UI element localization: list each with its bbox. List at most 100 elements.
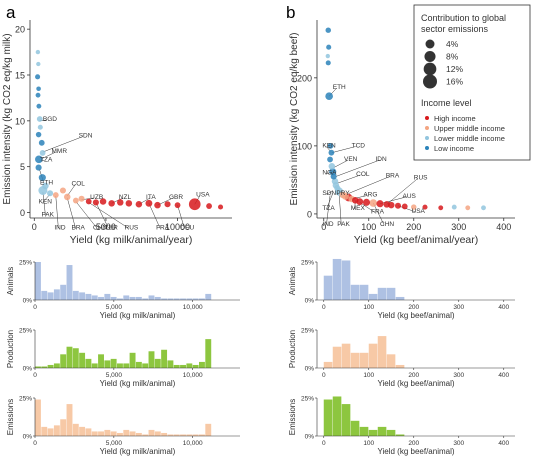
histogram-bar (323, 361, 333, 368)
histogram-bar (205, 423, 212, 436)
leader-line (338, 192, 342, 225)
x-tick-label: 5,000 (106, 440, 123, 447)
y-tick-label: 25% (19, 260, 32, 267)
histogram-bar (359, 284, 369, 300)
histogram-bar (66, 404, 73, 436)
legend-size-marker (424, 50, 436, 63)
country-label: TZA (40, 156, 53, 163)
y-tick-label: 0% (305, 434, 315, 441)
histogram-bar (85, 358, 92, 368)
x-axis-title: Yield (kg milk/animal) (100, 379, 176, 388)
histogram-bar (60, 284, 67, 300)
histogram-bar (395, 296, 405, 300)
histogram-bar (123, 363, 130, 368)
y-tick-label: 200 (297, 73, 312, 83)
milk_production-chart: 0% 25% 0 5,000 10,000 Yield (kg milk/animal) P… (6, 328, 240, 388)
country-label: KEN (39, 199, 53, 206)
leader-line (95, 202, 109, 229)
x-tick-label: 300 (453, 304, 464, 311)
leader-line (148, 203, 161, 229)
histogram-bar (135, 361, 142, 368)
data-point (369, 199, 378, 207)
histogram-bar (35, 366, 41, 368)
legend-size-label: 4% (446, 39, 459, 49)
x-tick-label: 5000 (96, 222, 116, 232)
histogram-bar (98, 431, 104, 436)
data-point (329, 168, 337, 176)
country-label: KEN (322, 143, 336, 150)
histogram-bar (123, 295, 130, 300)
country-label: COL (72, 180, 86, 187)
leader-line (333, 159, 349, 168)
y-axis-title: Emission intensity (kg CO2 eq/kg milk) (2, 33, 13, 204)
leader-line (337, 174, 361, 184)
histogram-bar (377, 426, 387, 436)
histogram-bar (192, 298, 199, 300)
leader-line (359, 202, 376, 213)
x-tick-label: 100 (361, 222, 376, 232)
histogram-bar (66, 265, 73, 300)
x-tick-label: 0 (33, 440, 37, 447)
histogram-bar (35, 262, 41, 300)
histogram-bar (167, 434, 174, 436)
y-tick-label: 0% (23, 366, 33, 373)
data-point (35, 131, 42, 138)
country-label: USA (412, 208, 426, 215)
panel-letter-b: b (286, 3, 295, 22)
histogram-bar (110, 358, 117, 368)
leader-line (177, 205, 185, 229)
data-point (145, 199, 153, 207)
legend-size-title-line2: sector emissions (421, 24, 489, 34)
y-tick-label: 10 (15, 116, 25, 126)
country-label: ITA (146, 194, 156, 201)
country-label: BRA (386, 172, 400, 179)
histogram-bar (104, 360, 111, 368)
y-tick-label: 25% (301, 328, 314, 335)
y-tick-label: 100 (297, 141, 312, 151)
histogram-bar (199, 434, 205, 436)
country-label: USA (196, 191, 210, 198)
histogram-bar (192, 364, 199, 368)
legend-size-label: 16% (446, 77, 463, 87)
histogram-bar (142, 434, 149, 436)
y-tick-label: 0 (307, 209, 312, 219)
data-point (85, 198, 92, 205)
x-axis-title: Yield (kg milk/animal/year) (70, 234, 193, 246)
histogram-bar (85, 428, 92, 436)
legend-size-title-line1: Contribution to global (421, 13, 506, 23)
x-axis-title: Yield (kg beef/animal) (377, 379, 454, 388)
data-point (116, 199, 124, 206)
histogram-bar (53, 289, 60, 300)
country-label: RUS (125, 224, 139, 231)
data-point (422, 204, 428, 210)
histogram-bar (47, 364, 54, 368)
histogram-bar (98, 354, 104, 368)
x-tick-label: 200 (408, 440, 419, 447)
data-point (217, 204, 224, 210)
country-label: ETH (40, 179, 53, 186)
histogram-bar (72, 290, 79, 300)
data-point (325, 60, 331, 66)
histogram-bar (386, 287, 396, 300)
histogram-bar (129, 296, 136, 300)
data-point (328, 163, 336, 170)
histogram-bar (205, 293, 212, 300)
country-label: SDN (322, 190, 336, 197)
histogram-bar (350, 420, 360, 436)
y-tick-label: 0% (23, 298, 33, 305)
histogram-bar (148, 295, 155, 300)
data-point (164, 201, 171, 208)
x-tick-label: 5,000 (106, 372, 123, 379)
x-tick-label: 200 (408, 372, 419, 379)
histogram-bar (386, 354, 396, 368)
leader-line (55, 195, 59, 229)
data-point (35, 92, 41, 98)
leader-line (42, 192, 46, 216)
x-axis-title: Yield (kg beef/animal/year) (354, 234, 479, 246)
histogram-bar (180, 364, 186, 368)
data-point (325, 53, 330, 59)
histogram-bar (60, 419, 67, 436)
legend: Contribution to global sector emissions … (413, 4, 531, 161)
histogram-bar (142, 298, 149, 300)
country-label: CHN (380, 221, 394, 228)
